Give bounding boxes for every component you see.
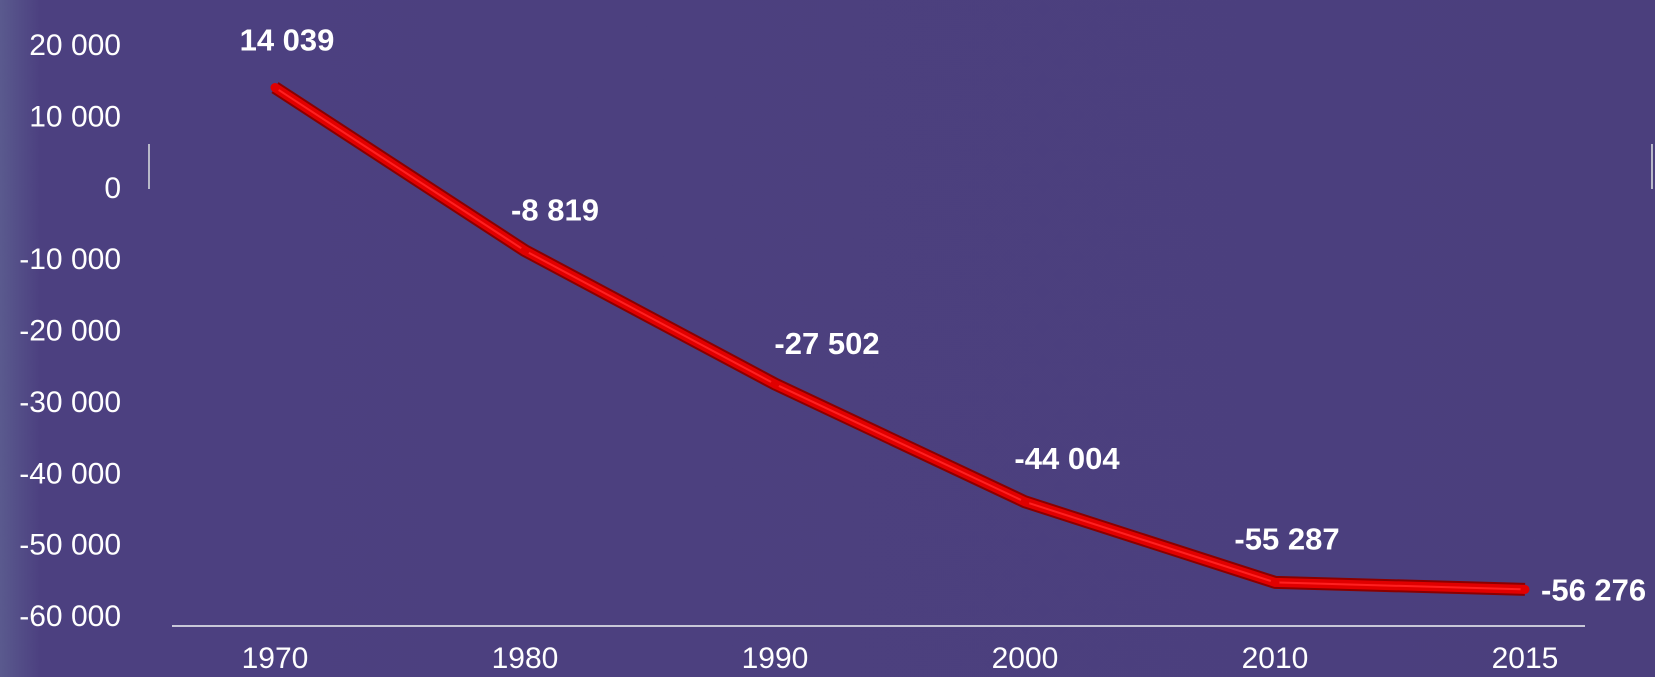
- y-tick-label: 10 000: [29, 100, 121, 133]
- y-axis-tick-labels: 20 000 10 000 0 -10 000 -20 000 -30 000 -40 00…: [19, 29, 121, 633]
- x-tick-label: 1970: [242, 642, 309, 672]
- y-tick-label: -60 000: [19, 600, 121, 633]
- data-labels: 14 039 -8 819 -27 502 -44 004 -55 287 -56 276: [240, 23, 1647, 608]
- data-point-2010: [1270, 577, 1280, 587]
- x-tick-label: 1980: [492, 642, 559, 672]
- y-tick-label: -30 000: [19, 386, 121, 419]
- data-label-1990: -27 502: [774, 326, 879, 361]
- y-tick-label: 20 000: [29, 29, 121, 62]
- data-label-2015: -56 276: [1541, 572, 1646, 607]
- y-tick-label: -10 000: [19, 243, 121, 276]
- data-label-2010: -55 287: [1234, 521, 1339, 556]
- data-point-1980: [520, 246, 530, 256]
- data-point-1990: [770, 379, 780, 389]
- y-tick-label: -20 000: [19, 315, 121, 348]
- data-point-1970: [270, 83, 280, 93]
- y-tick-label: -50 000: [19, 529, 121, 562]
- series-line: [272, 83, 1526, 594]
- x-tick-label: 2010: [1242, 642, 1309, 672]
- y-tick-label: -40 000: [19, 457, 121, 490]
- data-point-2000: [1020, 497, 1030, 507]
- y-tick-label: 0: [104, 172, 121, 205]
- series-line-highlight: [274, 86, 1526, 591]
- x-tick-label: 2000: [992, 642, 1059, 672]
- data-label-1980: -8 819: [511, 193, 599, 228]
- x-axis-tick-labels: 1970 1980 1990 2000 2010 2015: [242, 642, 1559, 675]
- data-point-2015: [1520, 584, 1530, 594]
- data-label-2000: -44 004: [1014, 441, 1120, 476]
- data-label-1970: 14 039: [240, 23, 335, 58]
- x-tick-label: 1990: [742, 642, 809, 672]
- x-tick-label: 2015: [1492, 642, 1559, 672]
- series-group: [270, 82, 1530, 596]
- series-line-shadow: [271, 82, 1526, 596]
